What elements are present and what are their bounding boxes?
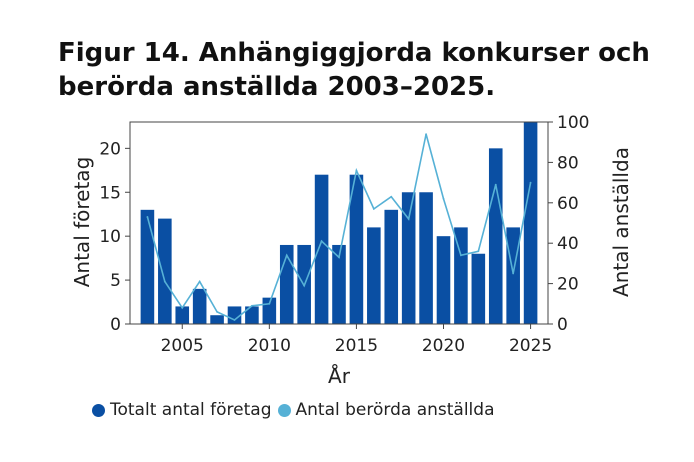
line-point-2008 xyxy=(233,319,236,321)
line-point-2016 xyxy=(372,207,375,210)
bar-2006 xyxy=(192,288,207,324)
left-axis-label: Antal företag xyxy=(70,157,94,288)
chart-title: Figur 14. Anhängiggjorda konkurser och b… xyxy=(58,36,678,104)
bar-2017 xyxy=(384,209,399,324)
left-axis-ticks: 0 5 10 15 20 xyxy=(99,139,130,335)
x-tick-label-2015: 2015 xyxy=(335,336,378,356)
x-axis-ticks: 2005 2010 2015 2020 2025 xyxy=(161,324,552,356)
line-point-2010 xyxy=(268,302,271,305)
line-point-2015 xyxy=(355,169,358,172)
legend-marker-bars xyxy=(92,403,105,417)
plot-frame xyxy=(129,121,549,325)
line-point-2005 xyxy=(181,306,184,309)
left-tick-label-0: 0 xyxy=(110,315,121,335)
bar-2008 xyxy=(227,306,242,324)
x-tick-label-2010: 2010 xyxy=(248,336,291,356)
legend-marker-line xyxy=(277,403,291,417)
line-point-2025 xyxy=(529,181,532,184)
line-series xyxy=(146,133,532,321)
left-tick-label-15: 15 xyxy=(99,183,121,203)
bar-2005 xyxy=(175,306,190,324)
right-tick-label-20: 20 xyxy=(557,275,579,295)
line-point-2017 xyxy=(390,195,393,198)
right-tick-label-40: 40 xyxy=(557,234,579,254)
line-point-2007 xyxy=(216,310,218,313)
line-point-2009 xyxy=(251,304,253,307)
line-point-2011 xyxy=(285,254,288,257)
line-point-2021 xyxy=(460,254,462,257)
bar-2015 xyxy=(349,174,364,324)
bar-2009 xyxy=(245,306,259,324)
bar-2016 xyxy=(367,227,381,324)
line-point-2006 xyxy=(198,280,201,283)
right-tick-label-0: 0 xyxy=(557,315,568,335)
right-axis-ticks: 0 20 40 60 80 100 xyxy=(548,113,589,335)
x-tick-label-2020: 2020 xyxy=(422,336,465,356)
line-point-2018 xyxy=(407,218,410,220)
bar-series xyxy=(140,122,538,324)
right-tick-label-100: 100 xyxy=(557,113,589,133)
bar-2018 xyxy=(401,192,416,324)
x-tick-label-2025: 2025 xyxy=(509,336,552,356)
bar-2003 xyxy=(140,209,155,324)
line-point-2003 xyxy=(146,216,149,218)
line-point-2012 xyxy=(303,284,306,287)
bar-2024 xyxy=(506,227,520,324)
legend-item-bars: Totalt antal företag xyxy=(92,400,272,420)
bar-2004 xyxy=(158,218,172,324)
line-point-2004 xyxy=(163,280,166,283)
line-point-2022 xyxy=(477,250,480,253)
line-point-2014 xyxy=(338,256,340,259)
bar-2013 xyxy=(314,174,329,324)
bar-2020 xyxy=(436,236,451,324)
bar-2021 xyxy=(454,227,468,324)
right-axis-label: Antal anställda xyxy=(609,147,633,297)
chart-title-line-1: Figur 14. Anhängiggjorda konkurser och xyxy=(58,38,650,68)
line-point-2019 xyxy=(425,133,427,136)
right-tick-label-80: 80 xyxy=(557,153,579,173)
bar-2019 xyxy=(419,192,433,324)
bar-2023 xyxy=(488,148,503,324)
line-point-2020 xyxy=(442,197,445,200)
bar-2025 xyxy=(523,122,538,324)
bar-2014 xyxy=(332,244,346,324)
right-tick-label-60: 60 xyxy=(557,194,579,214)
x-tick-label-2005: 2005 xyxy=(161,336,204,356)
left-tick-label-20: 20 xyxy=(99,139,121,159)
chart-title-line-2: berörda anställda 2003–2025. xyxy=(58,72,496,102)
left-tick-label-10: 10 xyxy=(99,227,121,247)
line-point-2013 xyxy=(320,240,323,243)
line-point-2023 xyxy=(494,183,497,186)
bar-2007 xyxy=(210,315,224,324)
bar-2022 xyxy=(471,253,486,324)
line-point-2024 xyxy=(512,272,515,275)
x-axis-label: År xyxy=(328,364,351,388)
legend-item-line: Antal berörda anställda xyxy=(277,400,495,420)
legend-label-bars: Totalt antal företag xyxy=(110,400,272,420)
legend: Totalt antal företag Antal berörda anstä… xyxy=(92,400,501,420)
legend-label-line: Antal berörda anställda xyxy=(295,400,495,420)
left-tick-label-5: 5 xyxy=(110,271,121,291)
